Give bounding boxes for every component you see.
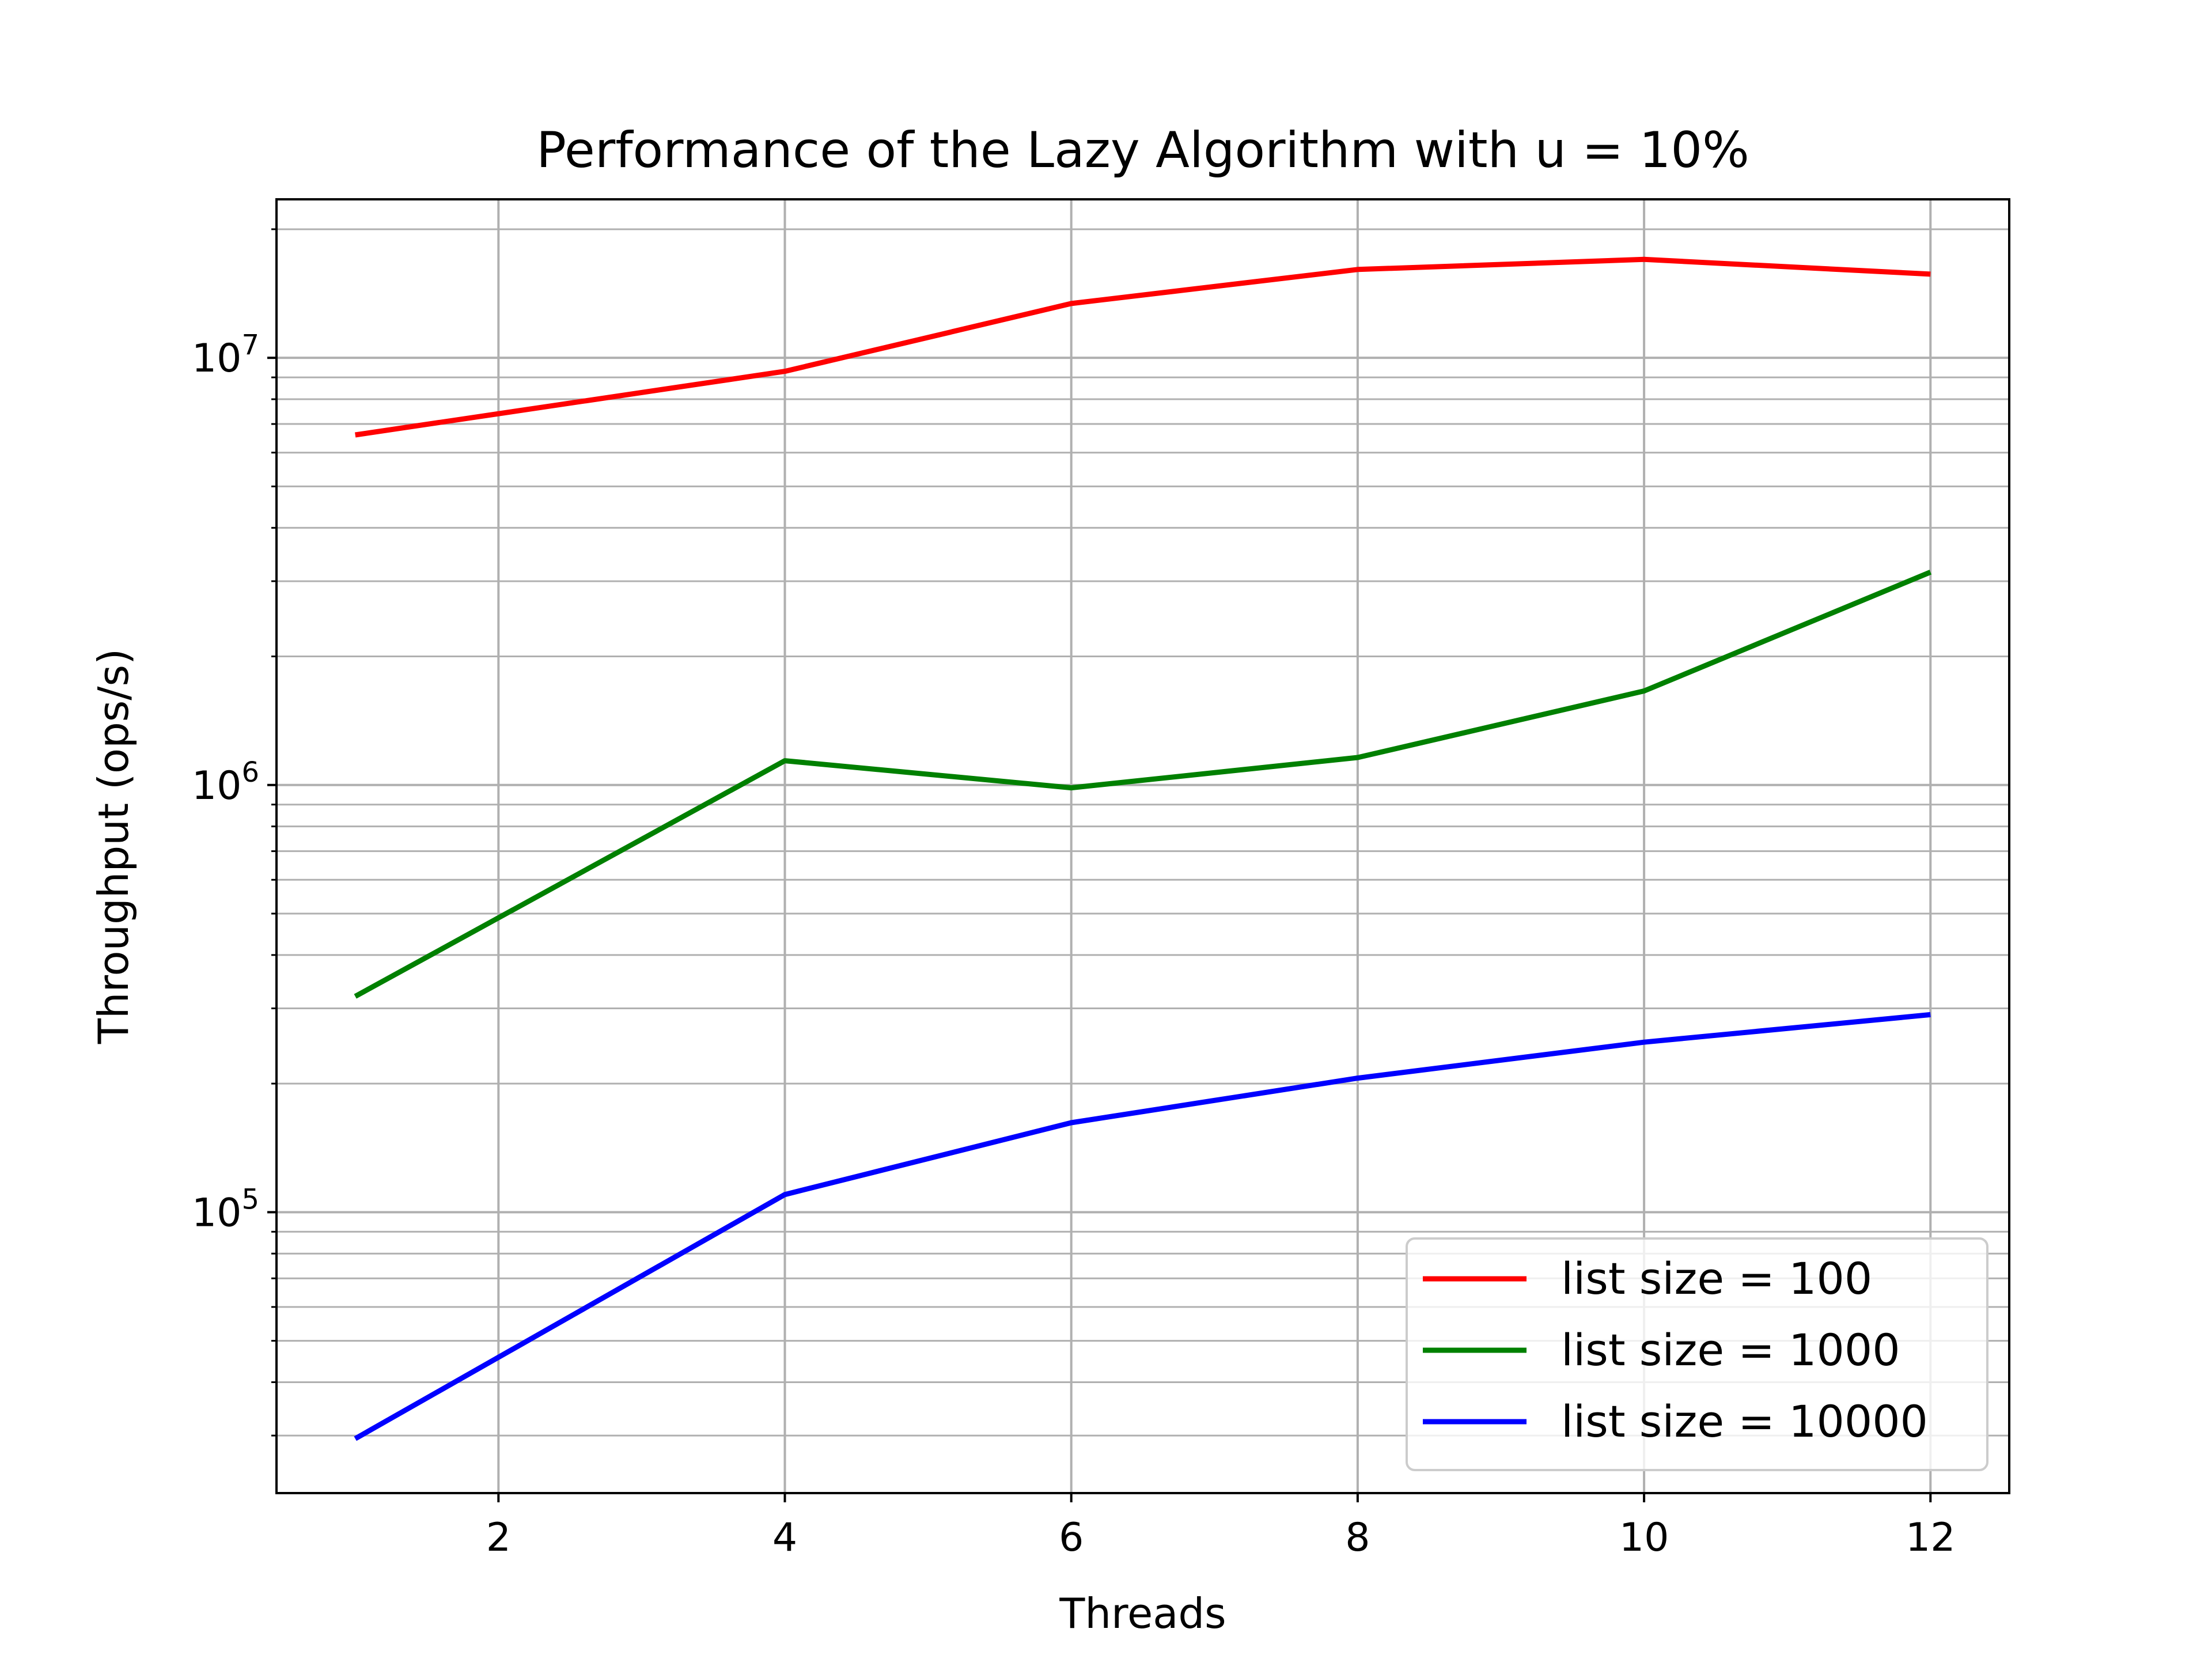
legend-label-list-size-100: list size = 100	[1561, 1253, 1872, 1304]
x-tick-label: 8	[1345, 1515, 1370, 1560]
x-axis-ticks: 2 4 6 8 10 12	[486, 1493, 1956, 1560]
legend-label-list-size-1000: list size = 1000	[1561, 1324, 1900, 1376]
y-tick-label: 105	[192, 1183, 259, 1236]
x-tick-label: 6	[1059, 1515, 1084, 1560]
x-tick-label: 4	[772, 1515, 797, 1560]
x-tick-label: 2	[486, 1515, 511, 1560]
legend: list size = 100 list size = 1000 list si…	[1406, 1237, 1988, 1471]
chart-title: Performance of the Lazy Algorithm with u…	[536, 122, 1749, 179]
plot-frame	[275, 198, 2010, 1494]
legend-box	[1406, 1237, 1988, 1471]
x-axis-label: Threads	[1059, 1589, 1226, 1638]
series-lines	[354, 256, 1932, 1441]
y-axis-ticks: 105 106 107	[192, 228, 276, 1437]
legend-label-list-size-10000: list size = 10000	[1561, 1396, 1928, 1447]
x-tick-label: 10	[1619, 1515, 1669, 1560]
series-line-list-size-100	[355, 256, 1931, 438]
y-axis-label: Throughput (ops/s)	[89, 649, 138, 1044]
y-tick-label: 106	[192, 756, 259, 809]
series-line-list-size-10000	[354, 1012, 1931, 1441]
y-tick-label: 107	[192, 329, 259, 381]
x-tick-label: 12	[1906, 1515, 1956, 1560]
series-line-list-size-1000	[354, 570, 1932, 999]
